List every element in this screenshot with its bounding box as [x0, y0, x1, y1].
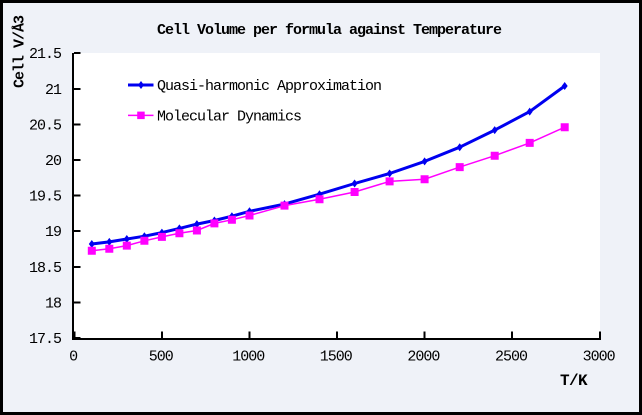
- svg-text:2500: 2500: [495, 349, 528, 366]
- svg-text:Cell V/Å3: Cell V/Å3: [12, 15, 29, 88]
- svg-text:20.5: 20.5: [29, 117, 62, 134]
- svg-text:19: 19: [45, 224, 61, 241]
- svg-text:17.5: 17.5: [29, 331, 62, 348]
- svg-text:0: 0: [69, 349, 78, 366]
- svg-text:1500: 1500: [320, 349, 353, 366]
- svg-text:19.5: 19.5: [29, 189, 62, 206]
- svg-text:1000: 1000: [232, 349, 265, 366]
- svg-text:Quasi-harmonic Approximation: Quasi-harmonic Approximation: [157, 78, 381, 95]
- svg-text:21: 21: [45, 82, 62, 99]
- svg-text:T/K: T/K: [560, 372, 588, 390]
- svg-text:18: 18: [45, 295, 62, 312]
- svg-text:3000: 3000: [583, 349, 616, 366]
- svg-text:500: 500: [149, 349, 174, 366]
- svg-text:21.5: 21.5: [29, 46, 62, 63]
- svg-text:18.5: 18.5: [29, 260, 62, 277]
- svg-text:Cell Volume per formula agains: Cell Volume per formula against Temperat…: [157, 22, 502, 39]
- svg-text:Molecular Dynamics: Molecular Dynamics: [157, 109, 301, 126]
- svg-text:20: 20: [45, 153, 62, 170]
- svg-text:2000: 2000: [407, 349, 440, 366]
